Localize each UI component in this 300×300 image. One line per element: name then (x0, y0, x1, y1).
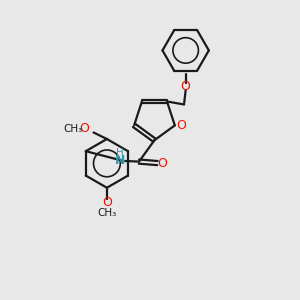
Text: O: O (181, 80, 190, 93)
Text: CH₃: CH₃ (63, 124, 82, 134)
Text: N: N (115, 154, 125, 167)
Text: O: O (176, 119, 186, 132)
Text: H: H (116, 148, 124, 158)
Text: CH₃: CH₃ (97, 208, 116, 218)
Text: O: O (102, 196, 112, 208)
Text: O: O (158, 157, 167, 169)
Text: O: O (79, 122, 89, 135)
